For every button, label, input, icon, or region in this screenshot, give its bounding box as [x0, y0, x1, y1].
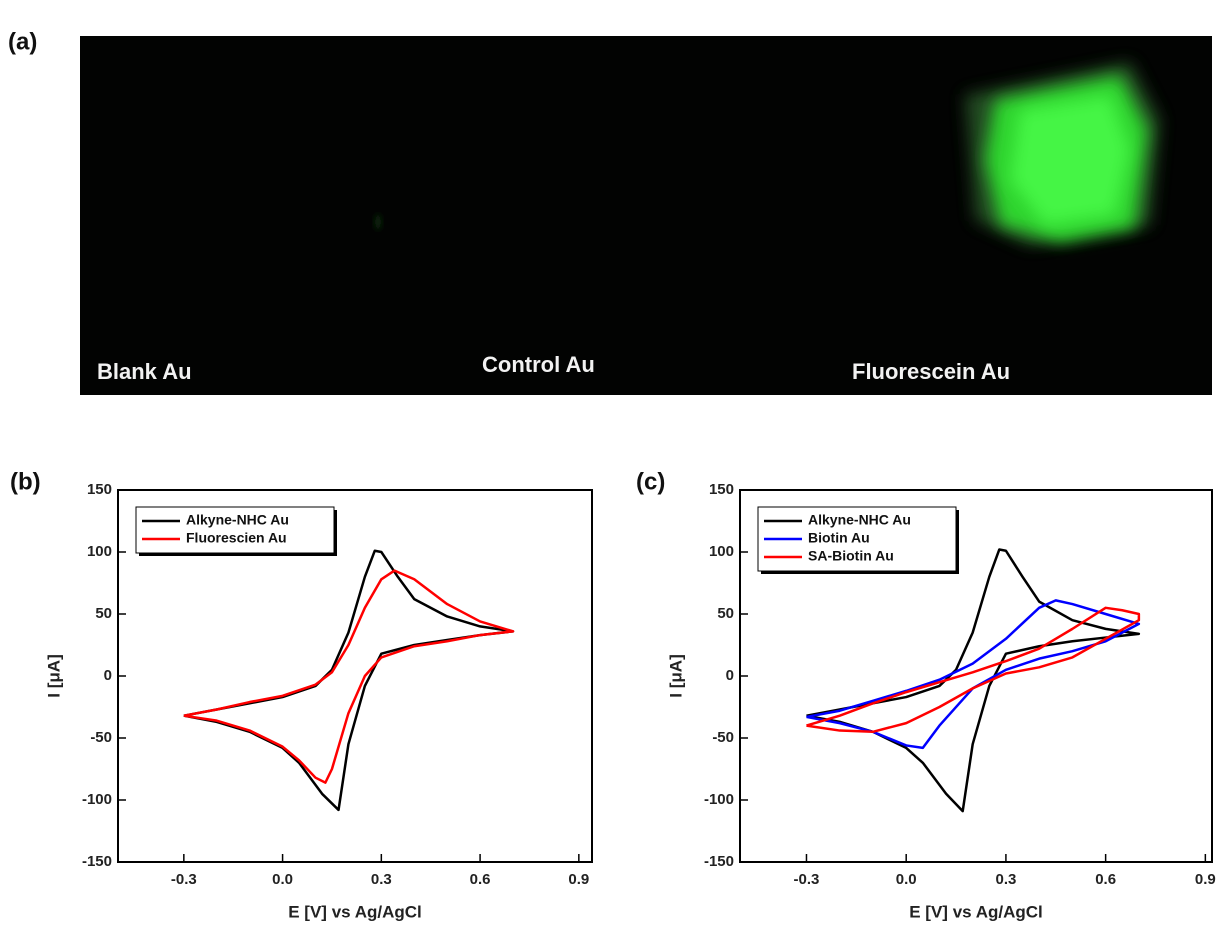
- y-tick-label: 50: [95, 605, 112, 622]
- cv-curve: [806, 599, 1141, 750]
- cv-curve: [806, 606, 1141, 734]
- image-label: Control Au: [482, 352, 595, 377]
- y-tick-label: 0: [104, 667, 112, 684]
- y-axis-label: I [μA]: [666, 654, 685, 697]
- x-tick-label: -0.3: [171, 871, 197, 888]
- panel-label: (a): [8, 28, 37, 55]
- panel-label: (b): [10, 468, 41, 495]
- y-tick-label: -100: [82, 791, 112, 808]
- y-tick-label: 50: [717, 605, 734, 622]
- legend-label: Alkyne-NHC Au: [808, 512, 911, 528]
- image-label: Fluorescein Au: [852, 359, 1010, 384]
- x-tick-label: 0.6: [1095, 871, 1116, 888]
- legend-label: Fluorescien Au: [186, 530, 287, 546]
- y-axis-label: I [μA]: [44, 654, 63, 697]
- x-tick-label: 0.0: [272, 871, 293, 888]
- y-tick-label: -100: [704, 791, 734, 808]
- y-tick-label: -50: [90, 729, 112, 746]
- y-tick-label: 0: [726, 667, 734, 684]
- image-label: Blank Au: [97, 359, 192, 384]
- y-tick-label: -150: [82, 853, 112, 870]
- y-tick-label: 150: [709, 481, 734, 498]
- x-tick-label: 0.6: [470, 871, 491, 888]
- y-tick-label: -50: [712, 729, 734, 746]
- x-tick-label: 0.9: [568, 871, 589, 888]
- y-tick-label: 100: [709, 543, 734, 560]
- faint-spot: [375, 214, 381, 230]
- x-tick-label: 0.0: [896, 871, 917, 888]
- x-tick-label: -0.3: [794, 871, 820, 888]
- x-axis-label: E [V] vs Ag/AgCl: [288, 902, 422, 921]
- cv-curve: [806, 548, 1141, 813]
- x-tick-label: 0.9: [1195, 871, 1216, 888]
- y-tick-label: 150: [87, 481, 112, 498]
- y-tick-label: -150: [704, 853, 734, 870]
- y-tick-label: 100: [87, 543, 112, 560]
- fluorescent-sample: [965, 62, 1160, 245]
- x-axis-label: E [V] vs Ag/AgCl: [909, 902, 1043, 921]
- cv-curve: [183, 549, 515, 812]
- panel-label: (c): [636, 468, 665, 495]
- legend-label: SA-Biotin Au: [808, 548, 894, 564]
- cv-curve: [183, 569, 515, 784]
- x-tick-label: 0.3: [371, 871, 392, 888]
- x-tick-label: 0.3: [995, 871, 1016, 888]
- legend-label: Biotin Au: [808, 530, 870, 546]
- legend-box: [135, 506, 335, 554]
- legend-label: Alkyne-NHC Au: [186, 512, 289, 528]
